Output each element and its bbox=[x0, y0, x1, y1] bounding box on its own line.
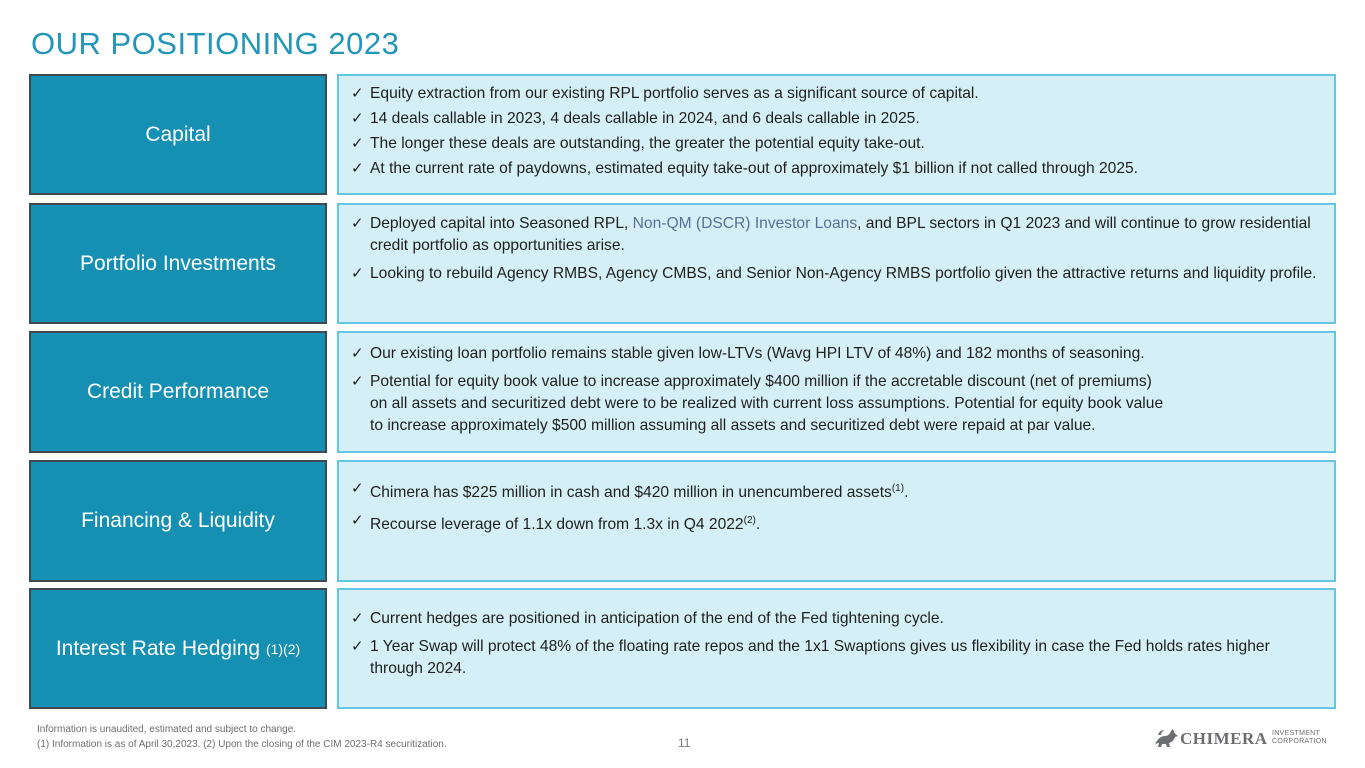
checkmark-icon: ✓ bbox=[351, 512, 364, 530]
checkmark-icon: ✓ bbox=[351, 345, 364, 362]
page-number: 11 bbox=[678, 736, 691, 750]
row-label-portfolio-investments: Portfolio Investments bbox=[29, 203, 327, 324]
checkmark-icon: ✓ bbox=[351, 265, 364, 282]
row-content-credit-performance: ✓ Our existing loan portfolio remains sta… bbox=[337, 331, 1336, 453]
non-qm-link[interactable]: Non-QM (DSCR) Investor Loans bbox=[632, 215, 858, 232]
bullet: ✓ Our existing loan portfolio remains sta… bbox=[351, 343, 1320, 365]
checkmark-icon: ✓ bbox=[351, 480, 364, 497]
bullet: ✓ Chimera has $225 million in cash and $4… bbox=[351, 480, 909, 502]
bullet: ✓ The longer these deals are outstanding,… bbox=[351, 133, 1320, 155]
row-content-capital: ✓ Equity extraction from our existing RPL… bbox=[337, 74, 1336, 195]
row-portfolio-investments: Portfolio Investments ✓ Deployed capital … bbox=[29, 203, 1336, 324]
row-label-interest-rate-hedging: Interest Rate Hedging (1)(2) bbox=[29, 588, 327, 709]
bullet: ✓ Looking to rebuild Agency RMBS, Agency … bbox=[351, 263, 1320, 285]
row-label-financing-liquidity: Financing & Liquidity bbox=[29, 460, 327, 582]
row-financing-liquidity: Financing & Liquidity ✓ Chimera has $225 … bbox=[29, 460, 1336, 582]
row-label-credit-performance: Credit Performance bbox=[29, 331, 327, 453]
checkmark-icon: ✓ bbox=[351, 135, 364, 152]
logo-sub-text: CORPORATION bbox=[1272, 738, 1327, 745]
bullet: ✓ Potential for equity book value to incr… bbox=[351, 373, 1164, 434]
footnote: Information is unaudited, estimated and … bbox=[37, 724, 447, 750]
bullet: ✓ Equity extraction from our existing RPL… bbox=[351, 83, 1320, 105]
row-credit-performance: Credit Performance ✓ Our existing loan po… bbox=[29, 331, 1336, 453]
row-interest-rate-hedging: Interest Rate Hedging (1)(2) ✓ Current he… bbox=[29, 588, 1336, 709]
bullet: ✓ Recourse leverage of 1.1x down from 1.3… bbox=[351, 512, 761, 534]
bullet: ✓ 1 Year Swap will protect 48% of the flo… bbox=[351, 638, 1270, 677]
row-capital: Capital ✓ Equity extraction from our exis… bbox=[29, 74, 1336, 195]
chimera-logo-icon bbox=[1155, 729, 1178, 747]
row-label-capital: Capital bbox=[29, 74, 327, 195]
checkmark-icon: ✓ bbox=[351, 160, 364, 177]
company-logo: CHIMERA INVESTMENT CORPORATION bbox=[1153, 726, 1327, 750]
logo-sub-text: INVESTMENT bbox=[1272, 730, 1321, 737]
checkmark-icon: ✓ bbox=[351, 610, 364, 627]
checkmark-icon: ✓ bbox=[351, 215, 364, 232]
bullet: ✓ Deployed capital into Seasoned RPL, Non… bbox=[351, 215, 1311, 254]
row-content-financing-liquidity: ✓ Chimera has $225 million in cash and $4… bbox=[337, 460, 1336, 582]
checkmark-icon: ✓ bbox=[351, 85, 364, 102]
checkmark-icon: ✓ bbox=[351, 373, 364, 390]
page-title: OUR POSITIONING 2023 bbox=[31, 26, 400, 61]
bullet: ✓ At the current rate of paydowns, estima… bbox=[351, 158, 1320, 180]
checkmark-icon: ✓ bbox=[351, 110, 364, 127]
bullet: ✓ 14 deals callable in 2023, 4 deals call… bbox=[351, 108, 1320, 130]
checkmark-icon: ✓ bbox=[351, 638, 364, 655]
row-content-interest-rate-hedging: ✓ Current hedges are positioned in antici… bbox=[337, 588, 1336, 709]
bullet: ✓ Current hedges are positioned in antici… bbox=[351, 608, 1320, 630]
row-content-portfolio-investments: ✓ Deployed capital into Seasoned RPL, Non… bbox=[337, 203, 1336, 324]
logo-brand-text: CHIMERA bbox=[1180, 729, 1268, 748]
